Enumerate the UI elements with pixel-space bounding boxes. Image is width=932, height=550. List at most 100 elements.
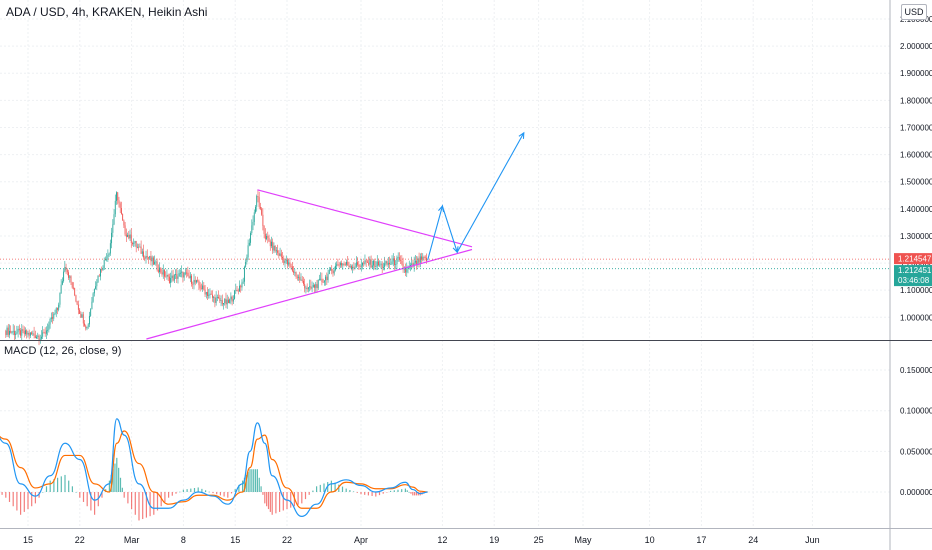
- candle-body: [384, 263, 386, 268]
- candle-body: [93, 288, 95, 294]
- candle-body: [386, 261, 388, 265]
- macd-histogram-bar: [371, 492, 373, 496]
- triangle-lower-line: [146, 248, 473, 340]
- candle-body: [364, 260, 366, 264]
- macd-histogram-bar: [138, 492, 140, 521]
- candle-body: [170, 278, 172, 283]
- time-axis-tick: May: [574, 535, 592, 545]
- candle-body: [274, 245, 276, 252]
- candle-body: [128, 234, 130, 239]
- candle-body: [331, 268, 333, 271]
- candle-body: [189, 275, 191, 279]
- macd-histogram-bar: [414, 492, 416, 496]
- candle-body: [418, 258, 420, 263]
- macd-histogram-bar: [364, 492, 366, 495]
- candle-body: [162, 269, 164, 275]
- macd-histogram-bar: [75, 492, 77, 493]
- candle-body: [31, 332, 33, 335]
- candle-body: [355, 262, 357, 267]
- candle-body: [403, 268, 405, 270]
- candle-body: [311, 287, 313, 289]
- candle-body: [141, 251, 143, 254]
- candle-body: [413, 262, 415, 267]
- candle-body: [309, 286, 311, 288]
- candle-body: [123, 220, 125, 226]
- macd-histogram-bar: [68, 480, 70, 492]
- candle-body: [237, 290, 239, 292]
- candle-body: [11, 332, 13, 333]
- candle-body: [295, 272, 297, 277]
- candle-body: [214, 297, 216, 303]
- candle-body: [283, 258, 285, 263]
- time-axis-tick: 8: [181, 535, 186, 545]
- macd-histogram-bar: [360, 492, 362, 495]
- candle-body: [103, 259, 105, 269]
- candle-body: [161, 272, 163, 275]
- candle-body: [63, 271, 65, 282]
- candle-body: [172, 275, 174, 281]
- candle-body: [258, 197, 260, 207]
- macd-histogram-bar: [406, 490, 408, 492]
- candle-body: [57, 308, 58, 310]
- candle-body: [154, 261, 156, 265]
- candle-body: [81, 314, 83, 318]
- candle-body: [273, 245, 275, 251]
- candle-body: [290, 266, 292, 268]
- countdown-text: 03:46:08: [898, 276, 930, 285]
- candle-body: [235, 290, 237, 291]
- candle-body: [23, 330, 25, 335]
- macd-axis-tick: 0.100000: [900, 407, 932, 416]
- candle-body: [60, 284, 62, 294]
- candle-body: [390, 264, 392, 265]
- macd-histogram-bar: [171, 492, 173, 496]
- macd-histogram-bar: [230, 492, 233, 494]
- candle-body: [106, 259, 108, 261]
- candle-body: [140, 246, 142, 254]
- candle-body: [365, 260, 367, 262]
- price-axis-tick: 2.000000: [900, 42, 932, 51]
- macd-histogram-bar: [27, 492, 29, 510]
- candle-body: [136, 246, 138, 248]
- currency-button[interactable]: USD: [901, 4, 927, 20]
- candle-body: [74, 287, 76, 296]
- macd-histogram-bar: [253, 469, 255, 492]
- candle-body: [98, 275, 100, 277]
- candle-body: [330, 268, 331, 270]
- candle-body: [285, 259, 287, 261]
- candle-body: [263, 225, 265, 234]
- grid: [0, 0, 890, 528]
- candle-body: [346, 261, 347, 265]
- macd-histogram-bar: [219, 492, 221, 496]
- candle-body: [88, 315, 90, 325]
- candle-body: [44, 332, 46, 334]
- candle-body: [349, 266, 351, 267]
- candle-body: [359, 266, 361, 267]
- last-price-tag-bg: [894, 253, 932, 265]
- candle-body: [358, 264, 360, 267]
- candle-body: [262, 214, 264, 226]
- macd-histogram-bar: [86, 492, 88, 507]
- candle-body: [164, 269, 165, 277]
- macd-histogram-bar: [249, 469, 251, 492]
- candle-body: [182, 271, 184, 278]
- candle-body: [242, 281, 244, 283]
- prev-price-tag-bg: [894, 265, 932, 287]
- candle-body: [421, 256, 422, 260]
- candle-body: [10, 330, 12, 333]
- candle-body: [27, 332, 29, 335]
- projection-arrow-down: [452, 246, 459, 254]
- macd-histogram-bar: [308, 492, 310, 495]
- candle-body: [96, 281, 98, 287]
- candle-body: [382, 267, 384, 268]
- candle-body: [133, 242, 135, 244]
- candle-body: [223, 303, 224, 305]
- candle-body: [160, 267, 162, 273]
- candle-body: [369, 259, 371, 265]
- macd-histogram-bar: [247, 472, 249, 492]
- candle-body: [166, 274, 168, 277]
- candle-body: [198, 280, 200, 286]
- candle-body: [241, 282, 243, 288]
- candle-body: [387, 262, 389, 265]
- candle-body: [132, 243, 133, 244]
- candle-body: [342, 263, 344, 266]
